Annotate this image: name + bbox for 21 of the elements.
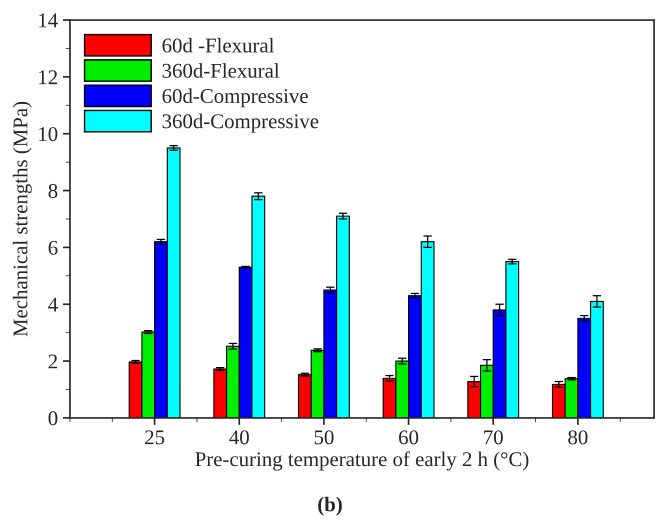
- y-tick-label: 12: [39, 70, 58, 84]
- x-tick-label: 70: [484, 430, 503, 444]
- y-tick-label: 14: [39, 14, 58, 28]
- y-tick-label: 0: [48, 411, 58, 426]
- y-axis-title: Mechanical strengths (MPa): [12, 102, 32, 336]
- legend-label: 360d-Compressive: [162, 114, 318, 133]
- y-tick-label: 6: [48, 240, 58, 255]
- text: (b): [318, 496, 342, 516]
- legend-label: 60d-Compressive: [162, 88, 308, 108]
- y-tick-label: 8: [48, 184, 58, 198]
- y-tick-label: 2: [48, 354, 58, 368]
- x-tick-label: 25: [145, 430, 164, 444]
- x-tick-label: 40: [229, 430, 249, 444]
- x-axis-title: Pre-curing temperature of early 2 h (°C): [195, 451, 528, 471]
- x-tick-label: 50: [314, 430, 334, 444]
- y-tick-label: 10: [39, 127, 58, 142]
- legend-label: 360d-Flexural: [162, 63, 280, 78]
- legend-label: 60d -Flexural: [162, 38, 274, 53]
- y-tick-label: 4: [48, 298, 58, 312]
- x-tick-label: 80: [568, 430, 588, 444]
- x-tick-label: 60: [399, 430, 418, 444]
